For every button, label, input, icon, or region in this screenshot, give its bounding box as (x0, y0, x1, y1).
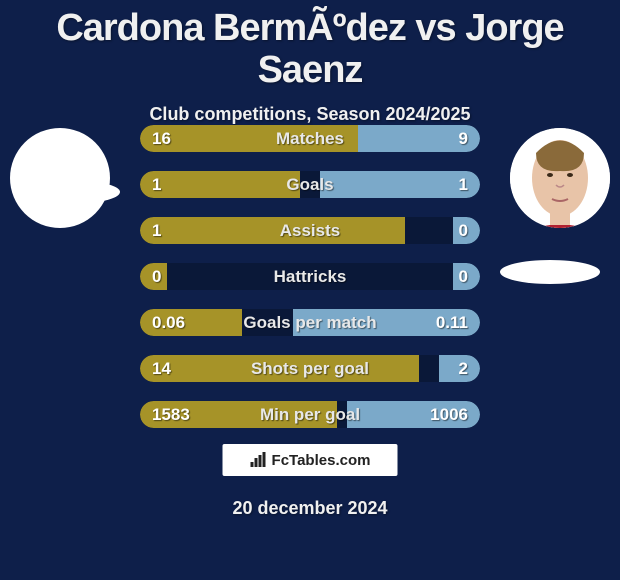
stat-value-left: 0.06 (152, 309, 185, 336)
stat-value-left: 0 (152, 263, 161, 290)
stat-row: Matches16 9 (140, 125, 480, 152)
stat-label: Shots per goal (140, 355, 480, 382)
stat-label: Min per goal (140, 401, 480, 428)
player-left-avatar (10, 128, 110, 228)
stat-row: Assists1 0 (140, 217, 480, 244)
stat-value-right: 1 (459, 171, 468, 198)
stat-label: Goals (140, 171, 480, 198)
face-illustration (510, 128, 610, 228)
date-text: 20 december 2024 (0, 498, 620, 519)
stat-value-right: 9 (459, 125, 468, 152)
stat-value-right: 0 (459, 217, 468, 244)
stat-value-left: 1 (152, 171, 161, 198)
bars-icon (250, 452, 268, 468)
stat-row: Min per goal1583 1006 (140, 401, 480, 428)
stat-row: Shots per goal14 2 (140, 355, 480, 382)
fctables-logo[interactable]: FcTables.com (223, 444, 398, 476)
subtitle: Club competitions, Season 2024/2025 (0, 104, 620, 125)
stat-value-left: 1583 (152, 401, 190, 428)
comparison-card: Cardona BermÃºdez vs Jorge Saenz Club co… (0, 0, 620, 580)
team-badge-left (20, 180, 120, 204)
stat-label: Assists (140, 217, 480, 244)
player-right-avatar (510, 128, 610, 228)
stat-value-right: 0 (459, 263, 468, 290)
logo-text: FcTables.com (272, 452, 371, 469)
page-title: Cardona BermÃºdez vs Jorge Saenz (0, 8, 620, 92)
stat-value-left: 14 (152, 355, 171, 382)
stats-list: Matches169Goals11Assists10Hattricks00Goa… (140, 125, 480, 447)
stat-label: Hattricks (140, 263, 480, 290)
stat-row: Goals per match0.06 0.11 (140, 309, 480, 336)
stat-row: Goals1 1 (140, 171, 480, 198)
stat-value-left: 1 (152, 217, 161, 244)
stat-value-right: 0.11 (436, 309, 468, 336)
stat-value-right: 1006 (430, 401, 468, 428)
stat-row: Hattricks0 0 (140, 263, 480, 290)
stat-label: Matches (140, 125, 480, 152)
stat-label: Goals per match (140, 309, 480, 336)
stat-value-left: 16 (152, 125, 171, 152)
team-badge-right (500, 260, 600, 284)
stat-value-right: 2 (459, 355, 468, 382)
